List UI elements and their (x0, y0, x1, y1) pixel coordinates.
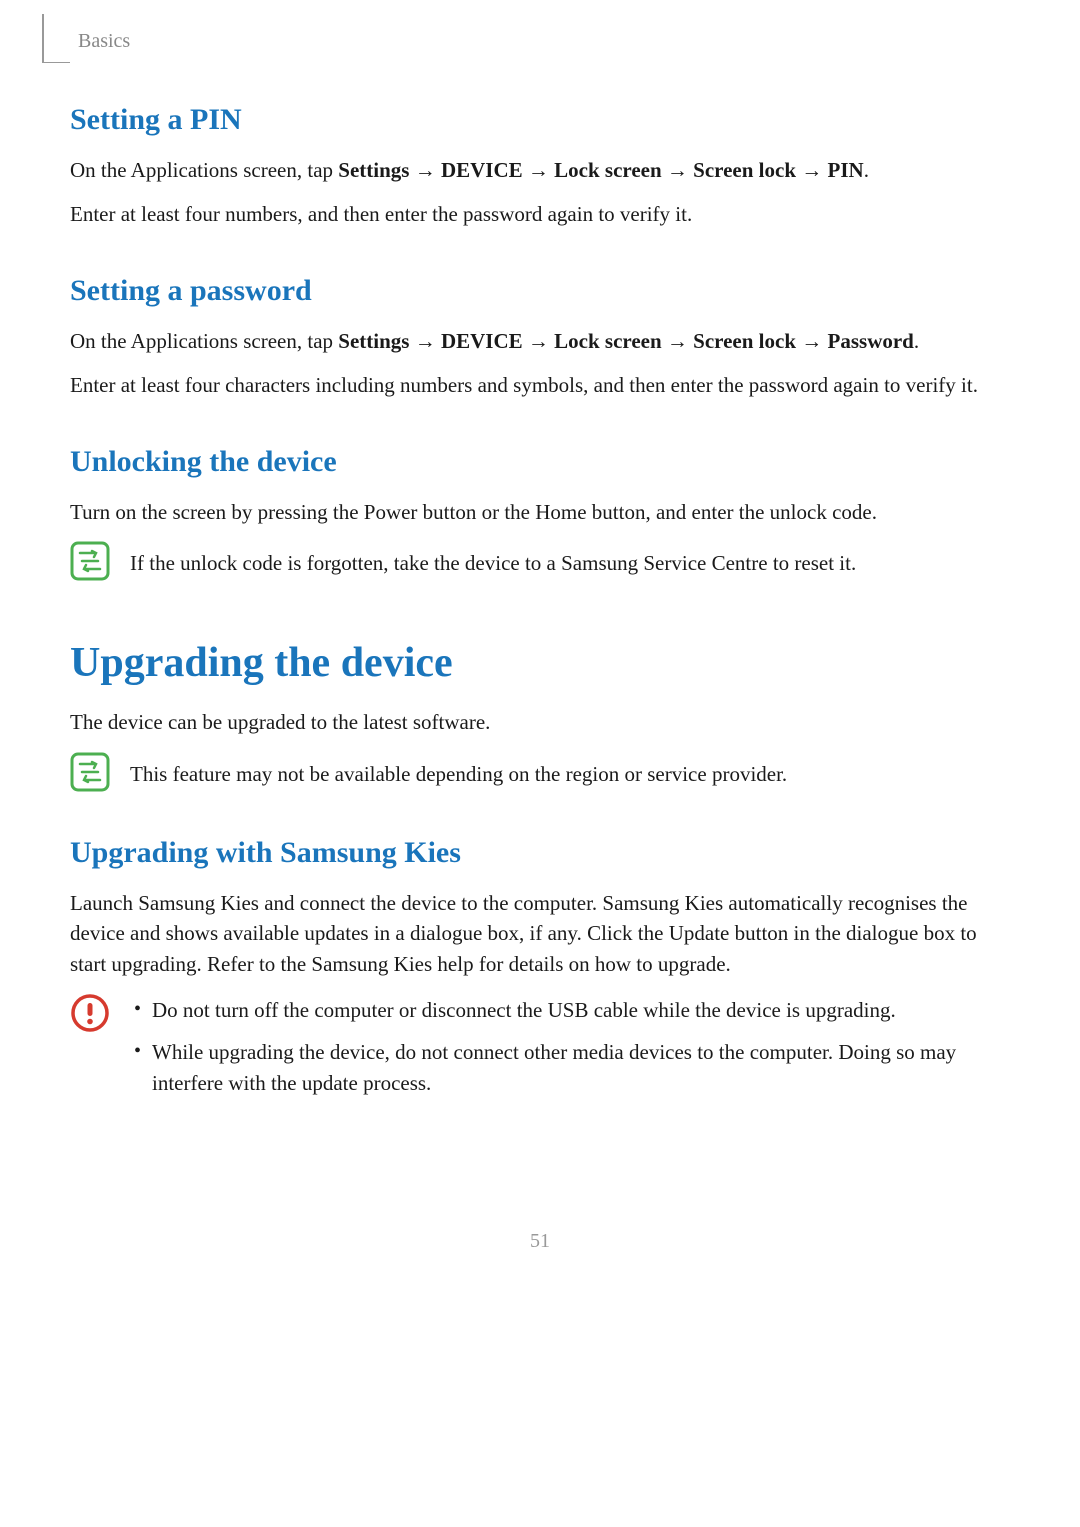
upgrade-note-text: This feature may not be available depend… (130, 752, 1010, 789)
pin-path-text: On the Applications screen, tap Settings… (70, 155, 1010, 185)
nav-path-item: DEVICE (441, 329, 523, 353)
warning-list-item: While upgrading the device, do not conne… (130, 1037, 1010, 1098)
pin-body-text: Enter at least four numbers, and then en… (70, 199, 1010, 229)
nav-path-item: Settings (338, 329, 409, 353)
nav-path-item: Screen lock (693, 329, 796, 353)
warning-icon (70, 993, 110, 1033)
heading-upgrading-device: Upgrading the device (70, 639, 1010, 687)
nav-path-item: Screen lock (693, 158, 796, 182)
heading-unlocking: Unlocking the device (70, 445, 1010, 479)
nav-path-item: Password (828, 329, 914, 353)
password-body-text: Enter at least four characters including… (70, 370, 1010, 400)
password-path-text: On the Applications screen, tap Settings… (70, 326, 1010, 356)
note-icon (70, 541, 110, 581)
kies-body-text: Launch Samsung Kies and connect the devi… (70, 888, 1010, 979)
heading-samsung-kies: Upgrading with Samsung Kies (70, 836, 1010, 870)
nav-path-item: Lock screen (554, 329, 662, 353)
heading-setting-pin: Setting a PIN (70, 103, 1010, 137)
unlock-body-text: Turn on the screen by pressing the Power… (70, 497, 1010, 527)
page-number: 51 (70, 1230, 1010, 1253)
nav-path-item: PIN (828, 158, 864, 182)
nav-path-item: Lock screen (554, 158, 662, 182)
nav-path-item: Settings (338, 158, 409, 182)
warning-row-kies: Do not turn off the computer or disconne… (70, 993, 1010, 1110)
upgrade-body-text: The device can be upgraded to the latest… (70, 707, 1010, 737)
warning-list-item: Do not turn off the computer or disconne… (130, 995, 1010, 1025)
note-row-upgrade: This feature may not be available depend… (70, 752, 1010, 792)
note-row-unlock: If the unlock code is forgotten, take th… (70, 541, 1010, 581)
unlock-note-text: If the unlock code is forgotten, take th… (130, 541, 1010, 578)
heading-setting-password: Setting a password (70, 274, 1010, 308)
note-icon (70, 752, 110, 792)
warning-list: Do not turn off the computer or disconne… (130, 993, 1010, 1110)
nav-path-item: DEVICE (441, 158, 523, 182)
breadcrumb: Basics (70, 30, 1010, 53)
